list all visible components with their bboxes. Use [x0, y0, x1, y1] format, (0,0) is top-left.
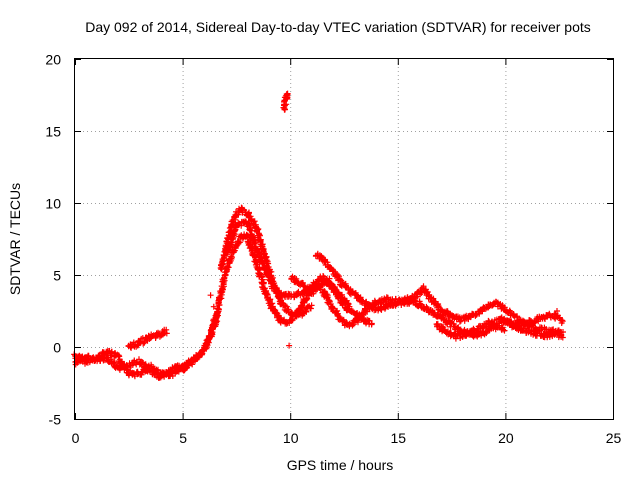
- y-axis-label: SDTVAR / TECUs: [7, 183, 23, 295]
- data-point: [480, 324, 486, 331]
- data-point: [349, 308, 356, 315]
- data-point: [283, 101, 290, 108]
- data-layer: [71, 90, 566, 381]
- x-axis-label: GPS time / hours: [287, 457, 394, 473]
- data-point: [455, 324, 462, 331]
- y-tick-label: 20: [45, 52, 61, 68]
- data-point: [268, 279, 275, 286]
- data-point: [542, 316, 548, 322]
- data-point: [307, 305, 314, 312]
- data-point: [558, 331, 565, 338]
- data-point: [235, 238, 242, 245]
- data-point: [247, 213, 254, 220]
- data-point: [362, 298, 369, 305]
- y-tick-label: -5: [49, 412, 62, 428]
- data-point: [336, 293, 343, 299]
- data-point: [224, 251, 230, 258]
- x-tick-label: 10: [283, 430, 299, 446]
- data-point: [284, 92, 291, 99]
- data-point: [208, 329, 215, 336]
- data-point: [273, 309, 280, 316]
- x-tick-label: 20: [498, 430, 514, 446]
- data-point: [222, 272, 229, 279]
- x-tick-label: 15: [391, 430, 407, 446]
- data-point: [261, 285, 268, 292]
- y-tick-label: 10: [45, 196, 61, 212]
- data-point: [454, 325, 461, 331]
- data-point: [273, 286, 280, 292]
- data-point: [525, 326, 532, 333]
- data-point: [78, 357, 85, 364]
- data-point: [365, 317, 372, 324]
- data-point: [336, 273, 342, 280]
- data-point: [333, 288, 340, 295]
- data-point: [326, 298, 333, 305]
- data-point: [286, 342, 293, 349]
- data-point: [108, 348, 115, 355]
- data-point: [330, 305, 337, 312]
- data-point: [473, 311, 480, 318]
- data-point: [210, 303, 217, 310]
- data-point: [546, 310, 553, 317]
- data-point: [473, 329, 480, 336]
- x-tick-label: 0: [72, 430, 80, 446]
- data-point: [357, 312, 364, 319]
- data-point: [554, 308, 560, 314]
- data-point: [501, 327, 508, 334]
- y-tick-label: 15: [45, 124, 61, 140]
- tick-layer: 0 5 10 15 20 25 -5 0 5 10 15 20: [45, 52, 621, 447]
- chart-title: Day 092 of 2014, Sidereal Day-to-day VTE…: [85, 19, 591, 35]
- data-point: [456, 318, 463, 325]
- data-point: [558, 320, 565, 326]
- data-point: [213, 311, 220, 318]
- data-point: [246, 226, 253, 233]
- x-tick-label: 5: [179, 430, 187, 446]
- data-point: [207, 292, 214, 299]
- data-point: [337, 293, 344, 300]
- x-tick-label: 25: [606, 430, 622, 446]
- data-point: [483, 323, 490, 330]
- data-point: [368, 320, 375, 327]
- data-point: [225, 264, 232, 271]
- plot-frame: [74, 58, 614, 420]
- data-point: [416, 301, 423, 308]
- data-point: [259, 280, 266, 287]
- data-point: [370, 302, 377, 309]
- data-point: [329, 304, 336, 311]
- data-point: [230, 248, 237, 255]
- data-point: [163, 330, 170, 337]
- y-tick-label: 5: [53, 268, 61, 284]
- data-point: [232, 243, 239, 250]
- data-point: [199, 350, 206, 357]
- data-point: [483, 330, 490, 337]
- data-point: [131, 370, 137, 377]
- data-point: [431, 309, 438, 316]
- data-point: [321, 256, 328, 263]
- y-tick-label: 0: [53, 340, 61, 356]
- data-point: [308, 302, 315, 309]
- grid-layer: [75, 59, 613, 419]
- data-point: [110, 360, 117, 367]
